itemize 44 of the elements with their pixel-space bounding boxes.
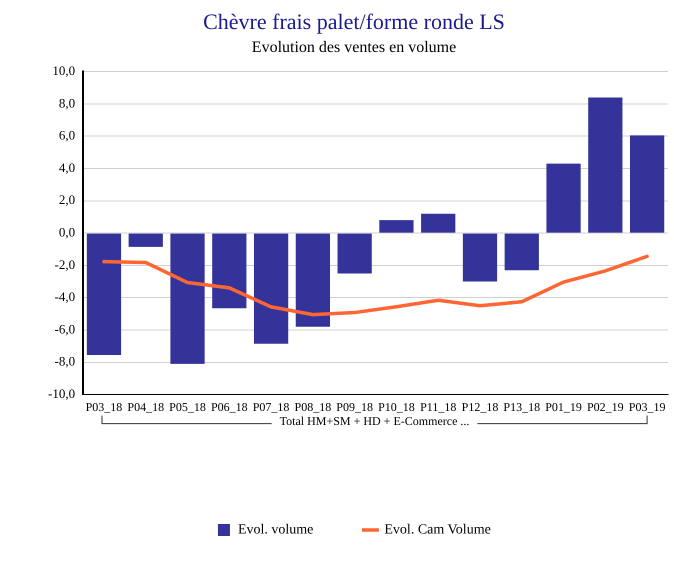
y-tick-label: 10,0 [52, 63, 76, 78]
bar [588, 97, 622, 233]
bar [212, 234, 246, 308]
bar [462, 234, 498, 282]
text: Total HM+SM + HD + E-Commerce ... [280, 414, 470, 428]
y-tick-label: 0,0 [58, 224, 76, 240]
x-tick-label: P09_18 [336, 400, 373, 414]
x-tick-label: P06_18 [210, 400, 248, 414]
x-tick-label: P02_19 [586, 400, 624, 414]
bar [128, 234, 163, 247]
bar [504, 234, 539, 270]
x-tick-label: P12_18 [462, 400, 498, 414]
bar [338, 234, 372, 274]
y-tick-label: 4,0 [58, 160, 76, 175]
bar [170, 234, 205, 364]
y-tick-label: -10,0 [48, 386, 76, 402]
bar [254, 234, 288, 344]
x-tick-label: P10_18 [378, 400, 415, 414]
x-tick-label: P07_18 [252, 400, 290, 414]
bar [379, 220, 414, 233]
y-tick-label: 2,0 [58, 192, 76, 208]
bar [546, 164, 581, 233]
bar [421, 214, 456, 233]
y-tick-label: 8,0 [58, 95, 76, 110]
legend-label: Evol. Cam Volume [384, 522, 491, 538]
bar [296, 234, 330, 327]
x-tick-label: P01_19 [545, 400, 582, 414]
y-tick-label: 6,0 [58, 128, 76, 143]
bar [630, 135, 664, 233]
x-tick-label: P04_18 [127, 400, 164, 414]
chart-subtitle: Evolution des ventes en volume [252, 39, 456, 56]
y-tick-label: -8,0 [54, 354, 76, 369]
x-tick-label: P05_18 [169, 400, 206, 414]
x-tick-label: P13_18 [503, 400, 540, 414]
x-tick-label: P11_18 [420, 400, 456, 414]
legend-label: Evol. volume [238, 522, 314, 538]
y-tick-label: -2,0 [54, 256, 76, 272]
x-tick-label: P08_18 [294, 400, 332, 414]
chart-title: Chèvre frais palet/forme ronde LS [203, 8, 505, 34]
x-tick-label: P03_19 [628, 400, 666, 414]
x-tick-label: P03_18 [86, 400, 122, 414]
y-tick-label: -4,0 [54, 289, 76, 304]
y-tick-label: -6,0 [54, 321, 76, 336]
bar [86, 234, 122, 356]
